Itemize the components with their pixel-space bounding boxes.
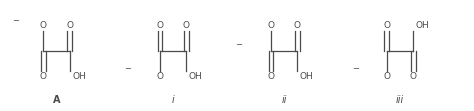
Text: A: A [53, 95, 60, 105]
Text: O: O [183, 21, 190, 30]
Text: −: − [352, 64, 359, 73]
Text: O: O [156, 72, 164, 81]
Text: O: O [40, 21, 47, 30]
Text: O: O [410, 72, 417, 81]
Text: −: − [124, 64, 131, 73]
Text: O: O [383, 21, 390, 30]
Text: −: − [12, 16, 19, 25]
Text: O: O [66, 21, 73, 30]
Text: ii: ii [282, 95, 287, 105]
Text: O: O [156, 21, 164, 30]
Text: O: O [267, 21, 274, 30]
Text: OH: OH [189, 72, 202, 81]
Text: O: O [267, 72, 274, 81]
Text: OH: OH [416, 21, 429, 30]
Text: O: O [40, 72, 47, 81]
Text: OH: OH [300, 72, 314, 81]
Text: i: i [172, 95, 174, 105]
Text: iii: iii [396, 95, 404, 105]
Text: O: O [383, 72, 390, 81]
Text: O: O [294, 21, 301, 30]
Text: −: − [235, 40, 242, 49]
Text: OH: OH [72, 72, 86, 81]
